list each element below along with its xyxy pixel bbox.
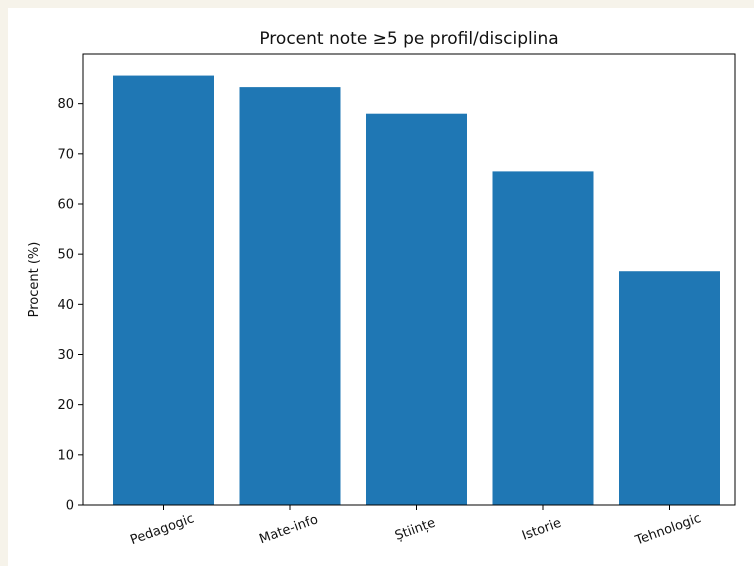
- x-tick-label: Științe: [393, 515, 438, 543]
- y-tick-label: 20: [57, 398, 74, 413]
- y-ticks-group: 0 10 20 30 40 50 60 70 80: [57, 97, 83, 514]
- bar-pedagogic: [113, 75, 214, 505]
- y-tick-label: 60: [57, 197, 74, 212]
- plot-area-group: 0 10 20 30 40 50 60 70 80 Pedagogic Mate-info Știi…: [57, 53, 736, 549]
- x-tick-label: Mate-info: [257, 512, 320, 547]
- axes-frame: [82, 53, 736, 506]
- y-tick-label: 70: [57, 147, 74, 162]
- x-tick-label: Tehnologic: [632, 511, 703, 549]
- y-tick-label: 50: [57, 248, 74, 263]
- y-tick-label: 30: [57, 348, 74, 363]
- bar-mate-info: [239, 87, 341, 506]
- chart-title: Procent note ≥5 pe profil/disciplina: [259, 29, 558, 49]
- y-tick-label: 80: [57, 97, 74, 112]
- y-tick-label: 10: [57, 448, 74, 463]
- bar-tehnologic: [619, 271, 720, 505]
- x-tick-label: Pedagogic: [128, 511, 196, 548]
- bars-group: [113, 75, 720, 506]
- y-tick-label: 40: [57, 298, 74, 313]
- x-ticks-group: Pedagogic Mate-info Științe Istorie Tehnolog…: [128, 505, 703, 549]
- y-tick-label: 0: [66, 499, 74, 514]
- bar-științe: [366, 113, 467, 506]
- bar-istorie: [492, 171, 594, 505]
- x-tick-label: Istorie: [520, 516, 563, 544]
- y-axis-label: Procent (%): [27, 242, 42, 318]
